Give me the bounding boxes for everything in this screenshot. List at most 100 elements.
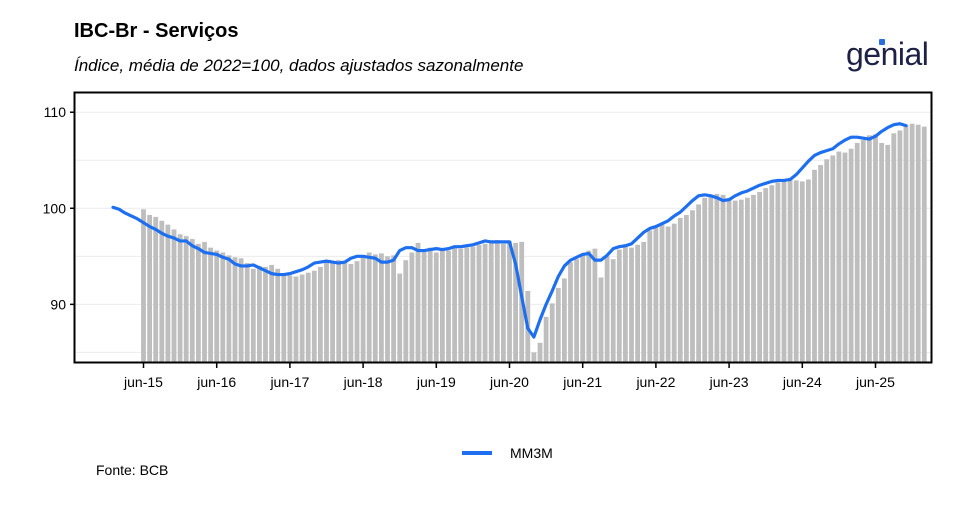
bar <box>537 342 543 362</box>
bar <box>409 252 415 362</box>
x-tick-label: jun-19 <box>416 374 456 390</box>
bar <box>501 243 506 362</box>
bar <box>592 248 598 362</box>
brand-name: genial <box>846 36 929 72</box>
bar <box>360 257 366 362</box>
bar <box>824 159 830 362</box>
bar <box>226 255 232 362</box>
bar <box>830 155 836 362</box>
bar-series <box>141 123 927 363</box>
bar <box>147 215 152 362</box>
bar <box>684 215 689 362</box>
bar <box>574 259 579 362</box>
bar <box>751 194 756 362</box>
bar <box>665 226 671 362</box>
bar <box>732 200 738 362</box>
bar <box>793 180 799 362</box>
bar <box>659 224 665 362</box>
bar <box>379 253 384 362</box>
bar <box>446 250 451 362</box>
bar <box>708 195 714 362</box>
brand-logo-dot <box>879 39 885 45</box>
bar <box>482 243 488 362</box>
bar <box>220 252 226 362</box>
bar <box>909 123 915 363</box>
bar <box>342 263 348 362</box>
bar <box>641 241 647 362</box>
plot-frame <box>73 91 933 364</box>
bar <box>616 249 622 362</box>
bar <box>604 256 610 362</box>
bar <box>427 247 433 362</box>
bar <box>348 264 354 362</box>
x-tick-label: jun-22 <box>635 374 675 390</box>
bar <box>568 262 573 362</box>
bar <box>372 254 378 362</box>
bar <box>610 259 616 362</box>
bar <box>507 240 512 362</box>
bar <box>153 216 159 362</box>
bar <box>183 236 189 362</box>
bar <box>775 182 781 362</box>
bar <box>799 181 805 362</box>
bar <box>513 242 518 362</box>
bar <box>415 242 421 362</box>
bar <box>476 244 482 362</box>
bar <box>366 252 372 362</box>
bar <box>385 256 390 362</box>
y-tick-label: 110 <box>44 104 67 120</box>
bar <box>903 124 909 362</box>
bar <box>336 260 342 362</box>
bar <box>891 133 897 362</box>
bar <box>885 144 891 362</box>
bar <box>189 239 195 362</box>
bar <box>257 265 262 362</box>
bar <box>623 245 628 362</box>
bar <box>208 247 213 362</box>
bar <box>714 193 720 363</box>
bar <box>598 277 604 362</box>
bar <box>488 241 494 362</box>
bar <box>470 246 476 362</box>
bar <box>452 247 457 362</box>
bar <box>299 274 305 362</box>
bar <box>867 135 872 362</box>
bar <box>635 244 640 362</box>
bar <box>702 197 708 362</box>
bar <box>433 252 439 362</box>
bar <box>250 268 256 362</box>
bar <box>806 179 811 362</box>
x-tick-label: jun-20 <box>489 374 529 390</box>
x-tick-label: jun-25 <box>855 374 895 390</box>
chart-title: IBC-Br - Serviços <box>74 20 239 42</box>
bar <box>915 124 921 362</box>
bar <box>275 268 281 362</box>
x-tick-label: jun-18 <box>343 374 383 390</box>
bar <box>696 204 701 362</box>
bar <box>647 230 653 362</box>
line-series <box>111 122 908 339</box>
bar <box>848 148 854 362</box>
bar <box>165 224 171 362</box>
bar <box>403 260 409 362</box>
bar <box>653 227 659 362</box>
bar <box>287 275 293 362</box>
bar <box>305 272 311 362</box>
bar <box>238 258 244 362</box>
bar <box>562 278 567 362</box>
bar <box>921 126 927 363</box>
mm3m-line <box>111 122 908 339</box>
bar <box>757 191 762 362</box>
bar <box>159 220 165 362</box>
x-tick-label: jun-24 <box>782 374 822 390</box>
bar <box>854 142 860 362</box>
bar <box>263 266 268 362</box>
bar <box>196 243 201 362</box>
bar <box>543 316 549 362</box>
source-note: Fonte: BCB <box>96 462 169 478</box>
bar <box>324 262 329 362</box>
legend: MM3M <box>462 445 553 461</box>
bar <box>494 239 500 362</box>
bar <box>421 250 427 362</box>
